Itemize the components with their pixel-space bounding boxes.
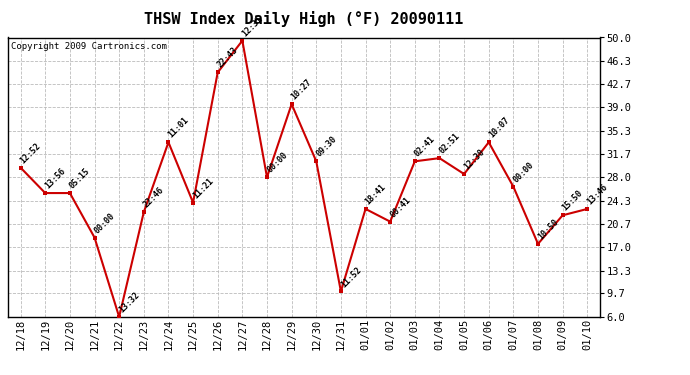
Text: 22:46: 22:46 <box>142 186 166 210</box>
Text: 00:00: 00:00 <box>511 160 535 184</box>
Text: 13:46: 13:46 <box>585 182 609 206</box>
Text: 12:52: 12:52 <box>19 141 43 165</box>
Text: 10:50: 10:50 <box>536 217 560 242</box>
Text: 02:41: 02:41 <box>413 135 437 159</box>
Text: 05:15: 05:15 <box>68 166 92 190</box>
Text: 15:50: 15:50 <box>561 189 584 213</box>
Text: 12:30: 12:30 <box>462 147 486 171</box>
Text: 22:43: 22:43 <box>216 46 240 70</box>
Text: Copyright 2009 Cartronics.com: Copyright 2009 Cartronics.com <box>11 42 167 51</box>
Text: 00:00: 00:00 <box>92 211 117 235</box>
Text: 10:07: 10:07 <box>487 116 511 140</box>
Text: 10:27: 10:27 <box>290 78 314 102</box>
Text: 00:41: 00:41 <box>388 195 413 219</box>
Text: 12:31: 12:31 <box>240 14 264 38</box>
Text: 02:51: 02:51 <box>437 132 462 156</box>
Text: 11:52: 11:52 <box>339 265 363 289</box>
Text: 13:32: 13:32 <box>117 290 141 314</box>
Text: 00:00: 00:00 <box>265 151 289 175</box>
Text: 13:56: 13:56 <box>43 166 68 190</box>
Text: 11:01: 11:01 <box>166 116 190 140</box>
Text: 11:21: 11:21 <box>191 176 215 200</box>
Text: THSW Index Daily High (°F) 20090111: THSW Index Daily High (°F) 20090111 <box>144 11 463 27</box>
Text: 18:41: 18:41 <box>364 182 388 206</box>
Text: 09:30: 09:30 <box>315 135 338 159</box>
